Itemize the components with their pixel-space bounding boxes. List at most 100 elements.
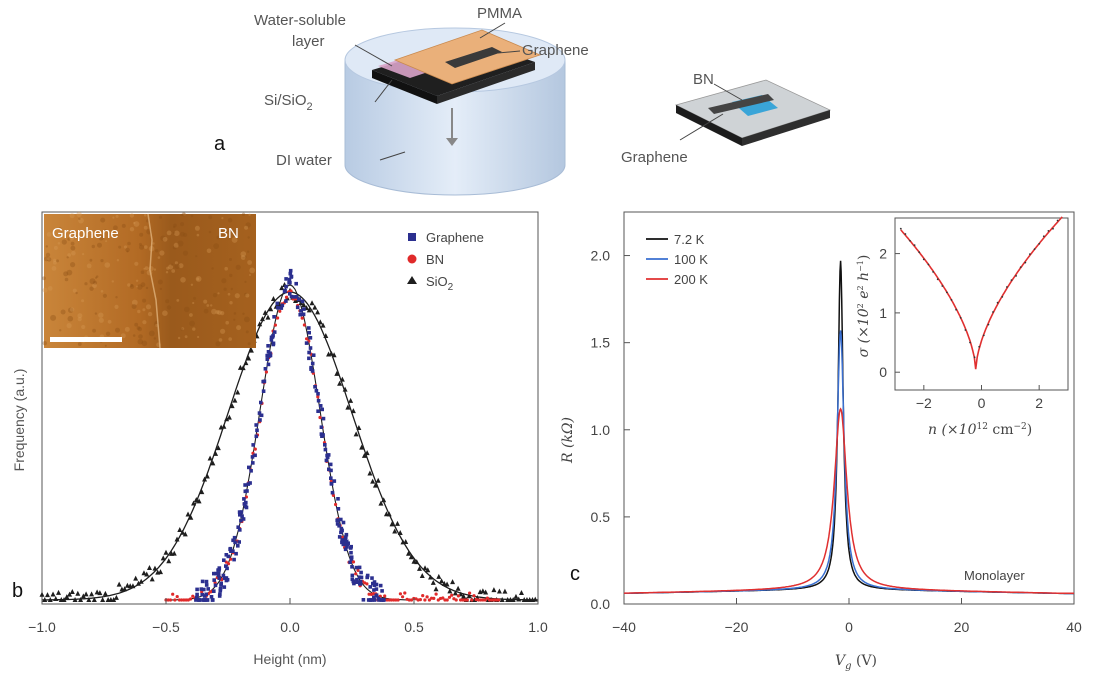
- graphene-point: [216, 571, 221, 576]
- sio2-point: [177, 527, 183, 533]
- sio2-point: [53, 595, 59, 601]
- conductivity-point: [969, 341, 971, 344]
- sio2-point: [397, 529, 403, 535]
- sio2-point: [215, 445, 221, 451]
- graphene-point: [243, 489, 248, 494]
- panel-c-plot-area: [624, 260, 1074, 595]
- graphene-point: [337, 535, 342, 539]
- sio2-point: [337, 380, 343, 386]
- graphene-point: [308, 336, 313, 340]
- bn-point: [389, 598, 393, 602]
- bn-point: [434, 592, 438, 596]
- sio2-point: [180, 529, 186, 535]
- graphene-point: [269, 338, 274, 342]
- graphene-point: [344, 532, 349, 537]
- sio2-point: [392, 528, 398, 534]
- sio2-point: [122, 586, 128, 592]
- conductivity-point: [1019, 266, 1022, 268]
- graphene-point: [329, 481, 334, 486]
- sio2-point: [516, 596, 522, 602]
- x-tick-label: 0.0: [280, 619, 300, 635]
- graphene-point: [335, 518, 339, 523]
- bn-point: [445, 598, 449, 602]
- sio2-point: [268, 306, 274, 312]
- sio2-point: [78, 597, 84, 602]
- inset-xlabel: n (×1012 cm−2): [928, 422, 1032, 438]
- bn-point: [173, 598, 177, 602]
- legend-marker-graphene: [408, 233, 416, 241]
- graphene-point: [372, 595, 376, 600]
- graphene-point: [304, 341, 309, 345]
- sio2-point: [75, 590, 81, 596]
- graphene-point: [232, 535, 237, 540]
- graphene-point: [279, 306, 284, 310]
- bn-point: [184, 598, 188, 602]
- graphene-point: [361, 598, 366, 602]
- graphene-point: [268, 351, 272, 355]
- legend-marker-sio2: [407, 276, 417, 284]
- bn-point: [316, 395, 320, 399]
- graphene-point: [225, 578, 230, 582]
- sio2-point: [433, 586, 439, 592]
- label-graphene-right: Graphene: [621, 149, 688, 166]
- sio2-point: [444, 581, 450, 587]
- bn-point: [396, 598, 400, 602]
- sio2-point: [42, 597, 48, 602]
- sio2-point: [257, 321, 263, 327]
- legend-bn: BN: [426, 252, 444, 267]
- sio2-point: [243, 360, 249, 366]
- graphene-point: [328, 462, 333, 467]
- graphene-point: [288, 281, 292, 285]
- graphene-point: [310, 369, 315, 373]
- sio2-point: [50, 591, 56, 597]
- graphene-point: [288, 271, 293, 276]
- graphene-point: [348, 560, 352, 565]
- panel-a: Water-soluble layer PMMA Graphene Si/SiO…: [214, 5, 832, 196]
- sio2-point: [130, 583, 136, 589]
- graphene-point: [224, 553, 229, 557]
- graphene-point: [340, 538, 344, 542]
- sio2-point: [163, 549, 169, 555]
- bn-point: [432, 596, 436, 601]
- label-layer: layer: [292, 33, 325, 50]
- sio2-point: [248, 347, 254, 353]
- graphene-point: [195, 592, 199, 597]
- graphene-point: [329, 476, 333, 480]
- graphene-point: [254, 434, 259, 439]
- sio2-point: [207, 455, 213, 461]
- graphene-point: [341, 520, 346, 525]
- bn-point: [409, 598, 414, 602]
- conductivity-point: [922, 258, 925, 261]
- inset-frame: [894, 217, 1069, 391]
- x-tick-label: 20: [954, 619, 970, 635]
- inset-x-tick-label: −2: [916, 395, 932, 411]
- graphene-point: [307, 330, 311, 335]
- sio2-point: [138, 578, 144, 584]
- bn-point: [494, 598, 498, 602]
- graphene-point: [349, 555, 354, 559]
- graphene-point: [212, 571, 216, 576]
- graphene-point: [258, 418, 262, 422]
- graphene-point: [202, 587, 206, 592]
- sio2-point: [102, 590, 108, 596]
- graphene-point: [380, 589, 384, 593]
- sio2-point: [403, 539, 409, 545]
- bn-point: [454, 598, 458, 602]
- sio2-point: [144, 571, 150, 577]
- bn-point: [264, 370, 268, 374]
- inset-bn-label: BN: [218, 225, 239, 242]
- bn-point: [441, 596, 445, 600]
- label-bn: BN: [693, 71, 714, 88]
- sio2-point: [452, 590, 458, 596]
- sio2-point: [47, 597, 53, 602]
- panel-b: −1.0 −0.5 0.0 0.5 1.0 Graphene BN Graphene B…: [11, 211, 548, 667]
- y-tick-label: 1.5: [591, 335, 611, 351]
- bn-point: [289, 289, 293, 293]
- graphene-point: [257, 411, 262, 415]
- bn-point: [166, 598, 170, 602]
- graphene-point: [222, 558, 226, 562]
- bn-point: [385, 598, 389, 602]
- inset-y-tick-label: 0: [879, 364, 887, 380]
- graphene-point: [358, 582, 362, 586]
